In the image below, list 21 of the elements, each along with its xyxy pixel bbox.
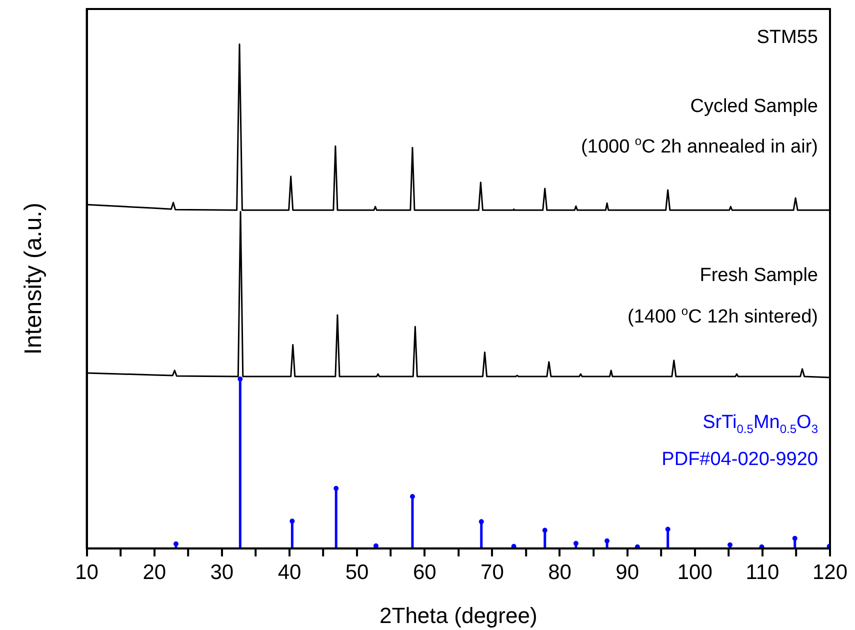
annotation: (1000 $^{o}$C 2h annealed in air) xyxy=(581,134,818,158)
x-tick-label: 100 xyxy=(677,560,712,584)
x-tick-label: 120 xyxy=(812,560,848,584)
x-tick-label: 60 xyxy=(412,560,436,584)
x-tick-label: 20 xyxy=(142,560,166,584)
x-tick-label: 30 xyxy=(210,560,234,584)
x-tick-label: 50 xyxy=(345,560,369,584)
annotation: PDF#04-020-9920 xyxy=(662,449,818,470)
x-tick-label: 10 xyxy=(75,560,98,584)
annotation: STM55 xyxy=(756,27,818,48)
x-tick-label: 80 xyxy=(548,560,572,584)
x-tick-label: 90 xyxy=(616,560,639,584)
annotation: Fresh Sample xyxy=(700,265,818,286)
y-axis-title: Intensity (a.u.) xyxy=(20,202,48,355)
x-tick-label: 70 xyxy=(480,560,504,584)
annotation: Cycled Sample xyxy=(690,96,818,117)
annotation: (1400 $^{o}$C 12h sintered) xyxy=(628,304,818,328)
x-tick-label: 110 xyxy=(746,560,780,584)
x-tick-label: 40 xyxy=(278,560,302,584)
annotation: SrTi$_{0.5}$Mn$_{0.5}$O$_{3}$ xyxy=(702,412,818,436)
x-axis-title: 2Theta (degree) xyxy=(380,602,538,628)
